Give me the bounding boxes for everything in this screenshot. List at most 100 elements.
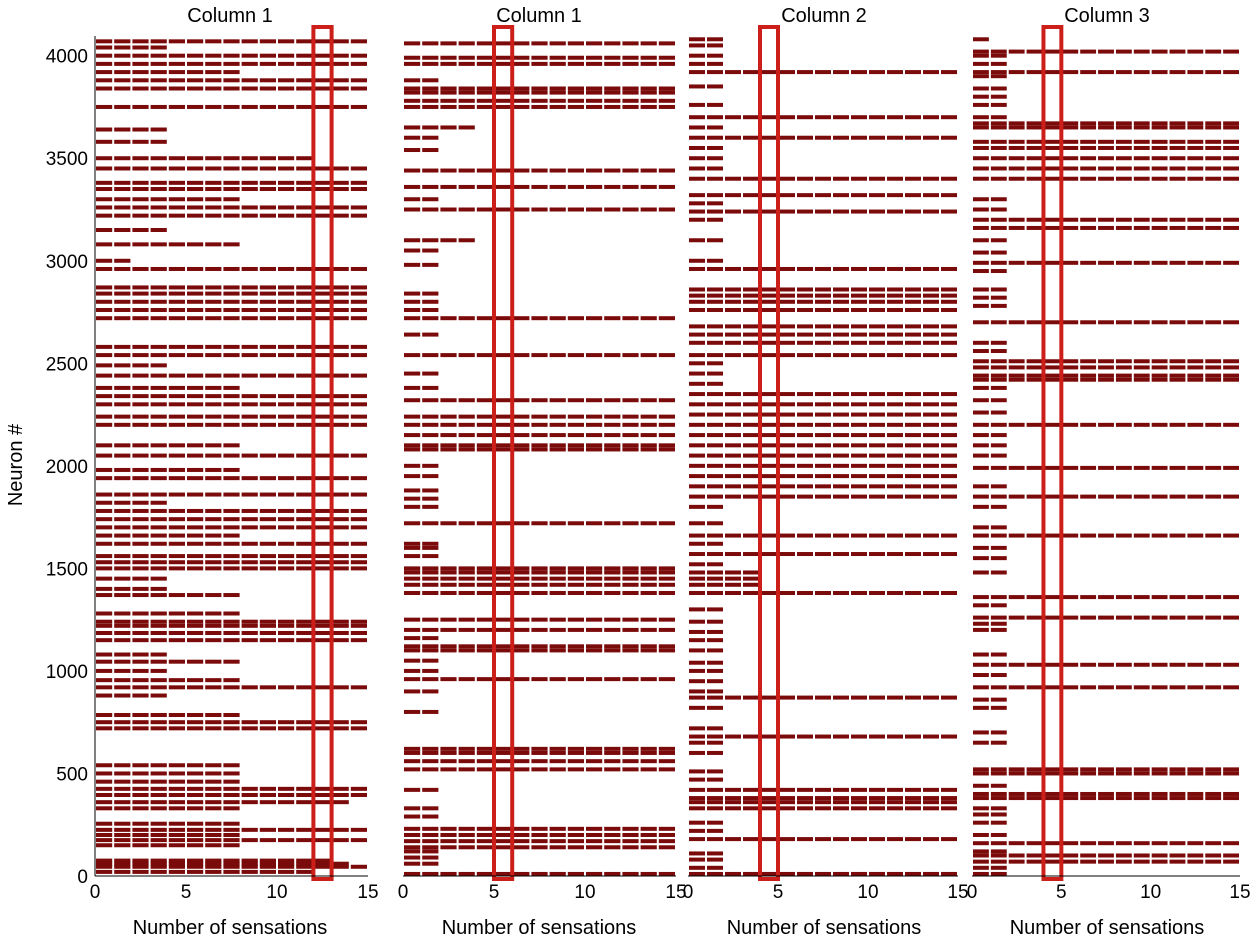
active-cell — [833, 332, 849, 337]
active-cell — [114, 453, 131, 458]
active-cell — [332, 180, 349, 185]
active-cell — [622, 832, 639, 837]
active-cell — [869, 695, 885, 700]
active-cell — [150, 720, 167, 725]
active-cell — [332, 861, 349, 866]
active-cell — [241, 186, 258, 191]
active-cell — [114, 861, 131, 866]
active-cell — [743, 176, 759, 181]
active-cell — [1151, 359, 1168, 364]
active-cell — [187, 180, 204, 185]
active-cell — [150, 525, 167, 530]
active-cell — [350, 104, 367, 109]
active-cell — [404, 414, 421, 419]
active-cell — [440, 871, 457, 876]
active-cell — [96, 228, 113, 232]
active-cell — [941, 463, 957, 468]
active-cell — [797, 474, 813, 479]
active-cell — [797, 402, 813, 407]
active-cell — [114, 623, 131, 628]
active-cell — [132, 39, 149, 44]
active-cell — [476, 41, 493, 46]
active-cell — [476, 832, 493, 837]
active-cell — [797, 115, 813, 120]
active-cell — [1098, 225, 1114, 230]
active-cell — [132, 414, 149, 419]
active-cell — [132, 61, 149, 66]
active-cell — [941, 484, 957, 489]
active-cell — [1115, 70, 1132, 75]
active-cell — [513, 648, 530, 653]
active-cell — [440, 845, 457, 850]
active-cell — [1026, 853, 1043, 858]
active-cell — [640, 55, 657, 60]
active-cell — [440, 746, 457, 751]
active-cell — [973, 841, 989, 846]
active-cell — [833, 484, 849, 489]
active-cell — [150, 821, 167, 826]
active-cell — [725, 463, 741, 468]
active-cell — [332, 39, 349, 44]
active-cell — [1080, 685, 1097, 690]
active-cell — [241, 285, 258, 290]
active-cell — [725, 307, 741, 312]
active-cell — [205, 771, 222, 776]
active-cell — [278, 166, 295, 171]
active-cell — [887, 324, 903, 329]
active-cell — [168, 800, 185, 805]
active-cell — [923, 484, 939, 489]
active-cell — [187, 213, 204, 218]
active-cell — [779, 806, 795, 811]
active-cell — [150, 228, 167, 232]
active-cell — [150, 291, 167, 296]
active-cell — [905, 796, 921, 801]
active-cell — [905, 800, 921, 805]
active-cell — [1044, 533, 1061, 538]
active-cell — [296, 476, 313, 481]
active-cell — [1080, 260, 1097, 265]
active-cell — [1205, 320, 1222, 325]
active-cell — [150, 467, 167, 472]
active-cell — [223, 61, 240, 66]
active-cell — [223, 517, 240, 522]
active-cell — [96, 467, 113, 472]
active-cell — [1169, 767, 1186, 772]
active-cell — [923, 412, 939, 417]
active-cell — [1062, 615, 1079, 620]
active-cell — [707, 607, 723, 612]
active-cell — [707, 806, 723, 811]
active-cell — [350, 638, 367, 643]
active-cell — [833, 176, 849, 181]
active-cell — [531, 398, 548, 403]
active-cell — [869, 871, 885, 876]
active-cell — [332, 166, 349, 171]
active-cell — [332, 864, 349, 869]
active-cell — [96, 638, 113, 643]
active-cell — [259, 61, 276, 66]
active-cell — [278, 186, 295, 191]
active-cell — [259, 517, 276, 522]
active-cell — [168, 566, 185, 571]
active-cell — [1026, 377, 1043, 382]
active-cell — [707, 740, 723, 745]
active-cell — [779, 402, 795, 407]
active-cell — [779, 590, 795, 595]
active-cell — [1080, 139, 1097, 144]
active-cell — [604, 677, 621, 682]
active-cell — [869, 402, 885, 407]
active-cell — [259, 353, 276, 358]
active-cell — [422, 86, 439, 91]
active-cell — [973, 673, 989, 678]
active-cell — [761, 494, 777, 499]
active-cell — [923, 209, 939, 214]
active-cell — [797, 392, 813, 397]
x-tick-label: 10 — [857, 882, 878, 903]
active-cell — [96, 827, 113, 832]
active-cell — [187, 861, 204, 866]
active-cell — [440, 422, 457, 427]
active-cell — [96, 166, 113, 171]
active-cell — [1133, 533, 1150, 538]
active-cell — [941, 453, 957, 458]
active-cell — [567, 86, 584, 91]
active-cell — [797, 332, 813, 337]
